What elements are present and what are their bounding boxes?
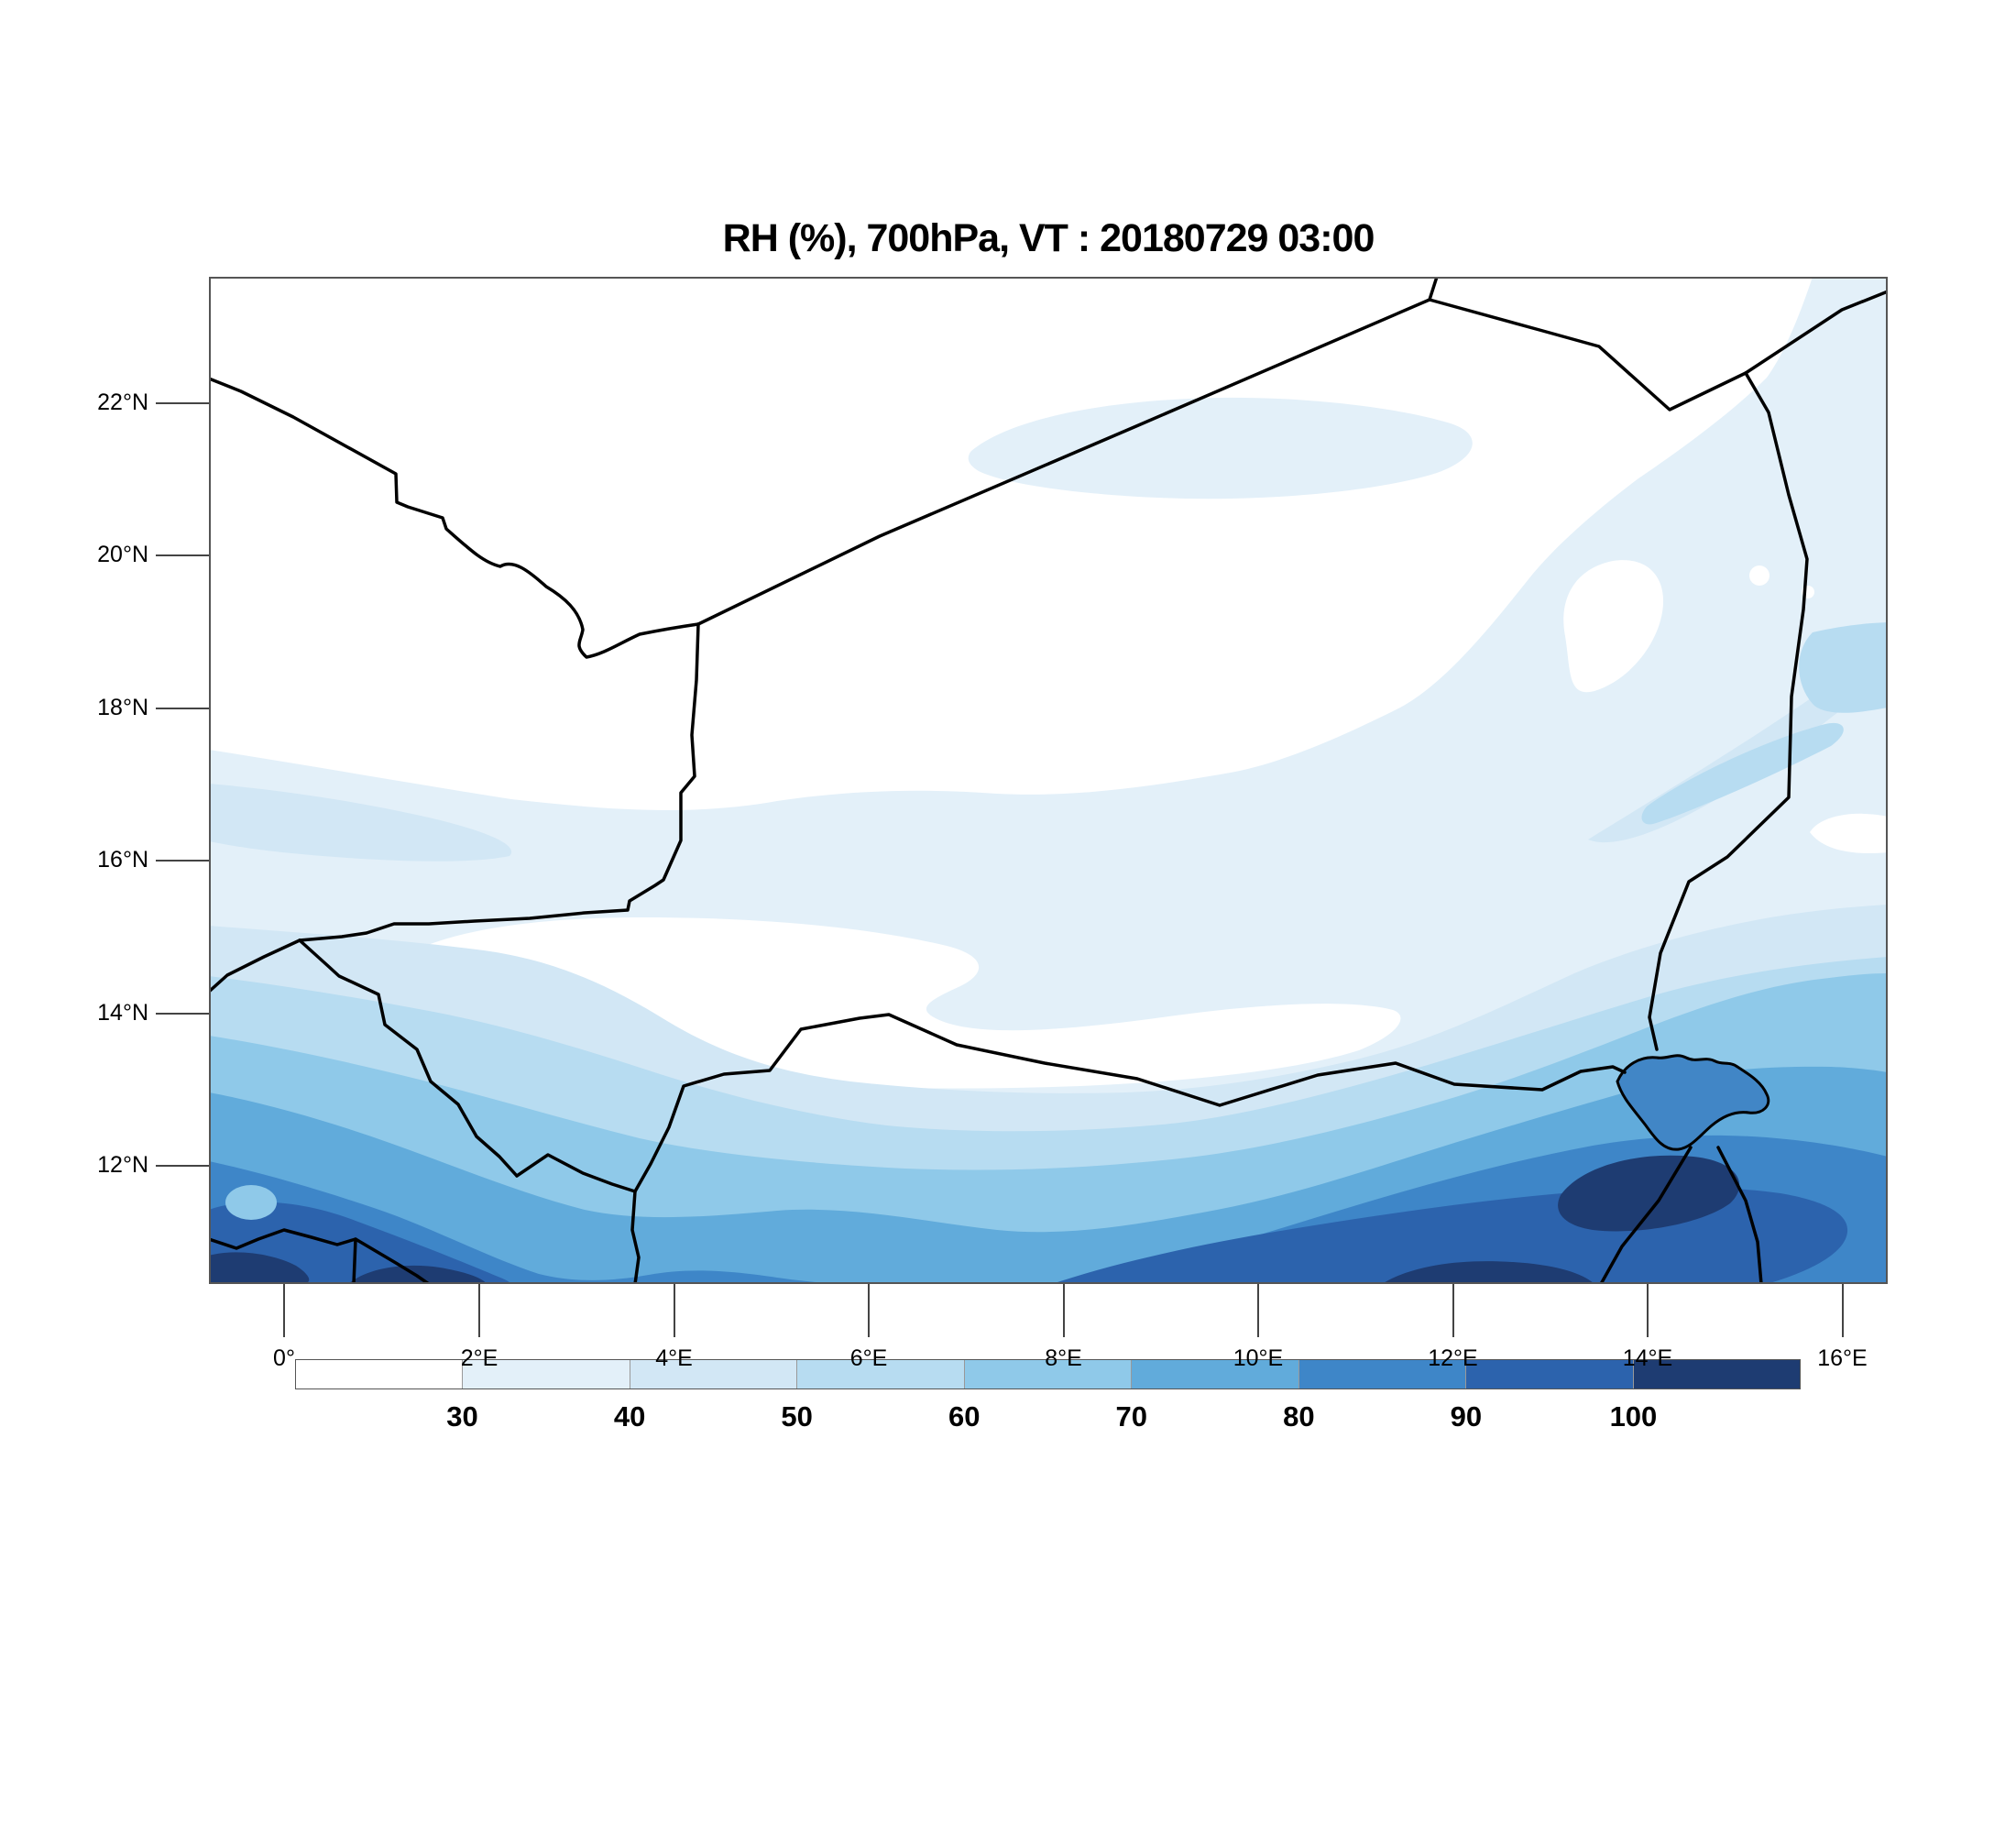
lat-tick-mark [156, 554, 209, 556]
white-dot-1 [1749, 565, 1769, 586]
colorbar-cell-7 [1466, 1360, 1634, 1388]
colorbar-tick-label: 70 [1115, 1400, 1147, 1432]
lon-tick-label: 4°E [655, 1345, 693, 1371]
border-niger-nigeria [633, 1013, 1627, 1193]
border-niger-libya [1428, 298, 1748, 412]
lat-tick-label: 22°N [97, 389, 148, 415]
colorbar-cell-8 [1633, 1360, 1800, 1388]
map-plot-area [207, 275, 1890, 1290]
country-borders [207, 275, 1890, 1286]
border-benin-niger [515, 1153, 637, 1193]
border-benin-nigeria [630, 1190, 641, 1286]
border-cameroon-chad [1716, 1146, 1763, 1286]
contour-fill-field [209, 277, 1888, 1290]
border-nigeria-cameroon [1599, 1146, 1693, 1286]
lat-tick-mark [156, 1165, 209, 1167]
lon-tick-label: 6°E [849, 1345, 888, 1371]
colorbar-tick-label: 100 [1609, 1400, 1658, 1432]
lon-tick-mark [1841, 1284, 1844, 1337]
light-inclusion-southwest [225, 1185, 277, 1220]
colorbar-tick-label: 90 [1450, 1400, 1483, 1432]
lon-tick-mark [283, 1284, 285, 1337]
colorbar-tick-label: 40 [613, 1400, 646, 1432]
white-lens-east [1563, 560, 1664, 693]
plot-title: RH (%), 700hPa, VT : 20180729 03:00 [722, 216, 1375, 260]
band-50-60-right-wedge [1799, 622, 1888, 713]
lat-tick-mark [156, 1012, 209, 1015]
colorbar [295, 1359, 1801, 1389]
lon-tick-label: 12°E [1428, 1345, 1478, 1371]
border-algeria-libya [1428, 275, 1439, 302]
border-togo-benin [352, 1237, 357, 1286]
border-niger-chad [1648, 371, 1809, 1051]
border-algeria-mali [207, 377, 700, 659]
lon-tick-mark [1062, 1284, 1065, 1337]
colorbar-cell-5 [1132, 1360, 1299, 1388]
colorbar-tick-label: 60 [948, 1400, 981, 1432]
lon-tick-mark [1647, 1284, 1649, 1337]
lat-tick-label: 12°N [97, 1152, 148, 1178]
colorbar-tick-label: 30 [446, 1400, 478, 1432]
lat-tick-label: 20°N [97, 542, 148, 567]
lon-tick-label: 16°E [1817, 1345, 1868, 1371]
lon-tick-mark [1257, 1284, 1259, 1337]
colorbar-cell-3 [797, 1360, 965, 1388]
band-40-50-ne-streak [1588, 643, 1888, 843]
band-100-plus-south-strip [1382, 1261, 1594, 1284]
lon-tick-label: 0° [273, 1345, 295, 1371]
border-burkina-togo-benin [207, 1228, 431, 1286]
lat-tick-label: 14°N [97, 999, 148, 1026]
band-30-40-north-streak [968, 397, 1473, 499]
rh-contour-map [207, 275, 1890, 1290]
map-border-frame [209, 277, 1888, 1284]
colorbar-tick-label: 80 [1283, 1400, 1315, 1432]
lon-tick-mark [1452, 1284, 1454, 1337]
lat-tick-mark [156, 401, 209, 404]
lon-tick-label: 10°E [1233, 1345, 1284, 1371]
lake-chad-outline [1616, 1054, 1770, 1151]
border-mali-burkina [207, 938, 301, 993]
border-algeria-niger [696, 298, 1431, 626]
border-libya-chad [1744, 290, 1890, 375]
border-mali-niger [298, 622, 700, 942]
lon-tick-label: 8°E [1045, 1345, 1082, 1371]
colorbar-tick-label: 50 [781, 1400, 813, 1432]
white-lens-east-lower [1810, 813, 1888, 854]
lon-tick-mark [868, 1284, 870, 1337]
band-50-60-ne-lens [1641, 722, 1844, 825]
band-100-plus-se-core [1558, 1155, 1740, 1232]
colorbar-cell-1 [463, 1360, 630, 1388]
lat-tick-label: 18°N [97, 694, 148, 720]
lon-tick-mark [478, 1284, 480, 1337]
lat-tick-mark [156, 860, 209, 862]
lon-tick-label: 2°E [460, 1345, 499, 1371]
band-40-50-west-wedge [209, 784, 512, 862]
lon-tick-label: 14°E [1622, 1345, 1673, 1371]
lat-tick-label: 16°N [97, 847, 148, 873]
lat-tick-mark [156, 707, 209, 709]
colorbar-cell-4 [964, 1360, 1133, 1388]
band-100-plus-sw-corner-1 [209, 1252, 310, 1284]
lon-tick-mark [673, 1284, 675, 1337]
colorbar-cell-6 [1298, 1360, 1467, 1388]
colorbar-cell-0 [296, 1360, 464, 1388]
colorbar-cell-2 [630, 1360, 798, 1388]
border-burkina-niger [298, 938, 519, 1178]
